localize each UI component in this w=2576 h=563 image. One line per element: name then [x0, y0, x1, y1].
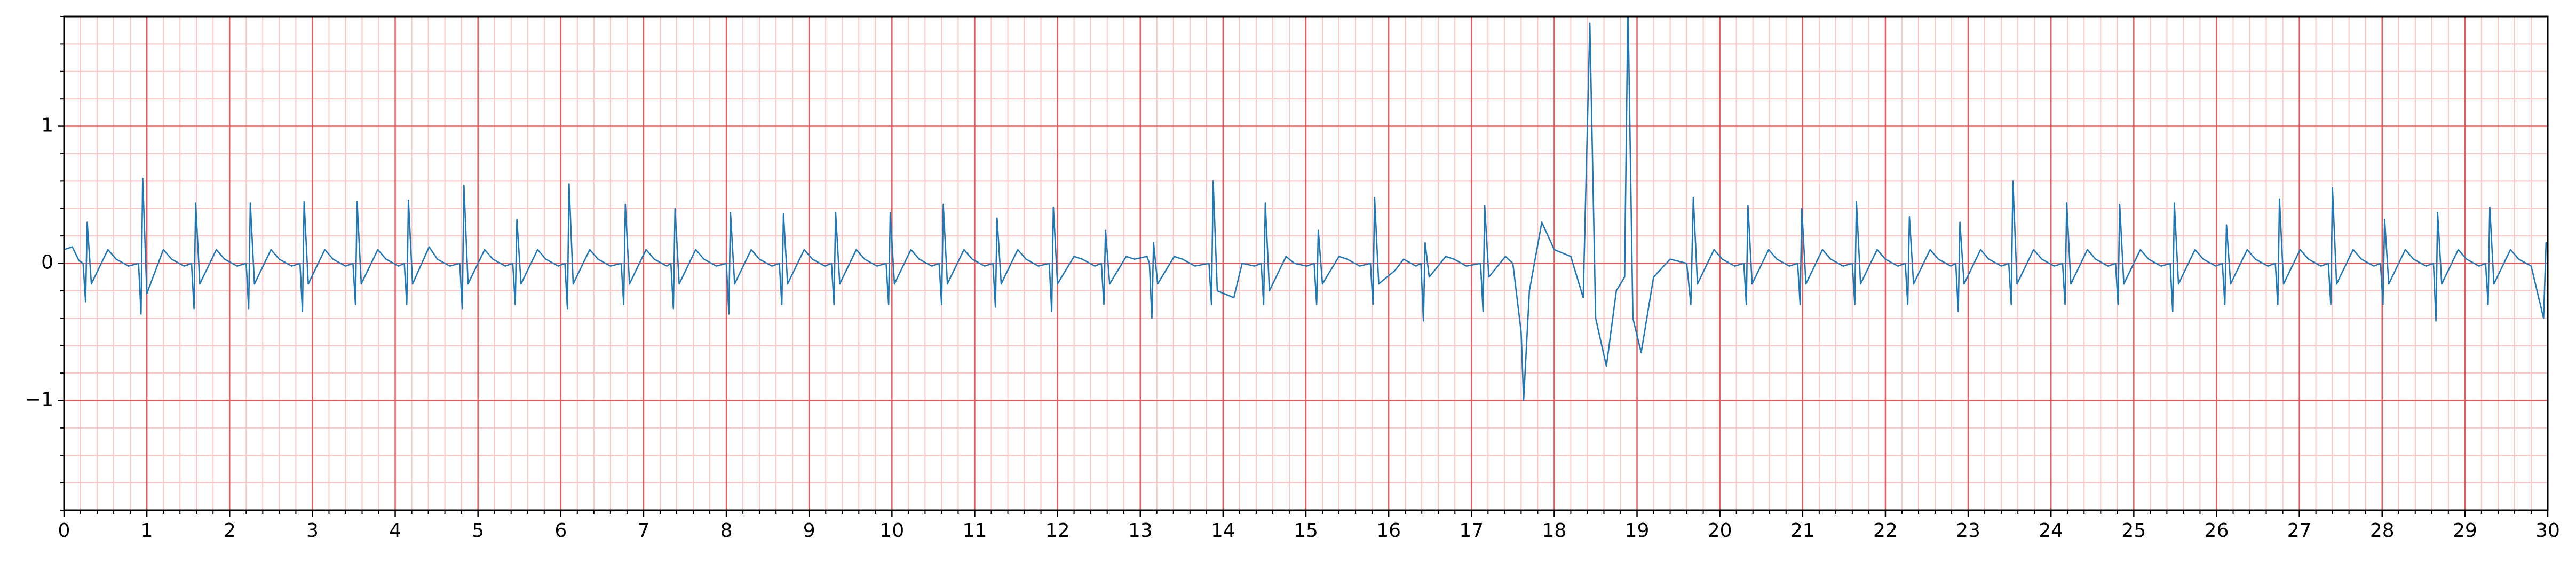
y-tick-label: 0 — [41, 252, 53, 274]
x-tick-label: 9 — [803, 520, 815, 542]
x-tick-label: 17 — [1459, 520, 1484, 542]
x-tick-label: 11 — [963, 520, 987, 542]
x-tick-label: 21 — [1790, 520, 1815, 542]
x-tick-label: 27 — [2287, 520, 2312, 542]
x-tick-label: 23 — [1956, 520, 1980, 542]
x-tick-label: 30 — [2535, 520, 2560, 542]
x-tick-label: 16 — [1376, 520, 1401, 542]
x-tick-label: 6 — [554, 520, 567, 542]
x-tick-label: 12 — [1045, 520, 1070, 542]
x-tick-label: 20 — [1708, 520, 1732, 542]
x-tick-label: 24 — [2039, 520, 2063, 542]
x-tick-label: 4 — [389, 520, 401, 542]
x-tick-label: 14 — [1211, 520, 1235, 542]
x-tick-label: 29 — [2453, 520, 2477, 542]
y-tick-label: 1 — [41, 115, 53, 137]
x-tick-label: 8 — [720, 520, 733, 542]
x-tick-label: 22 — [1873, 520, 1898, 542]
x-tick-label: 10 — [879, 520, 904, 542]
x-tick-label: 0 — [58, 520, 70, 542]
x-tick-label: 2 — [224, 520, 236, 542]
plot-area — [64, 17, 2548, 401]
x-tick-label: 18 — [1542, 520, 1566, 542]
x-tick-label: 26 — [2205, 520, 2229, 542]
x-tick-label: 15 — [1294, 520, 1318, 542]
x-tick-label: 3 — [306, 520, 319, 542]
x-tick-label: 28 — [2370, 520, 2395, 542]
axes-frame — [63, 15, 2549, 511]
y-tick-label: −1 — [25, 388, 53, 410]
x-tick-label: 5 — [472, 520, 484, 542]
axes: 0 1 2 3 4 5 6 7 8 9 10 11 12 13 14 15 16 17 18 19 20 21 22 23 24… — [25, 15, 2560, 542]
signal-line — [64, 17, 2548, 401]
grid — [63, 16, 2549, 511]
x-tick-label: 7 — [637, 520, 649, 542]
x-tick-label: 13 — [1128, 520, 1153, 542]
x-tick-label: 1 — [141, 520, 153, 542]
x-tick-label: 19 — [1625, 520, 1650, 542]
x-tick-label: 25 — [2121, 520, 2146, 542]
